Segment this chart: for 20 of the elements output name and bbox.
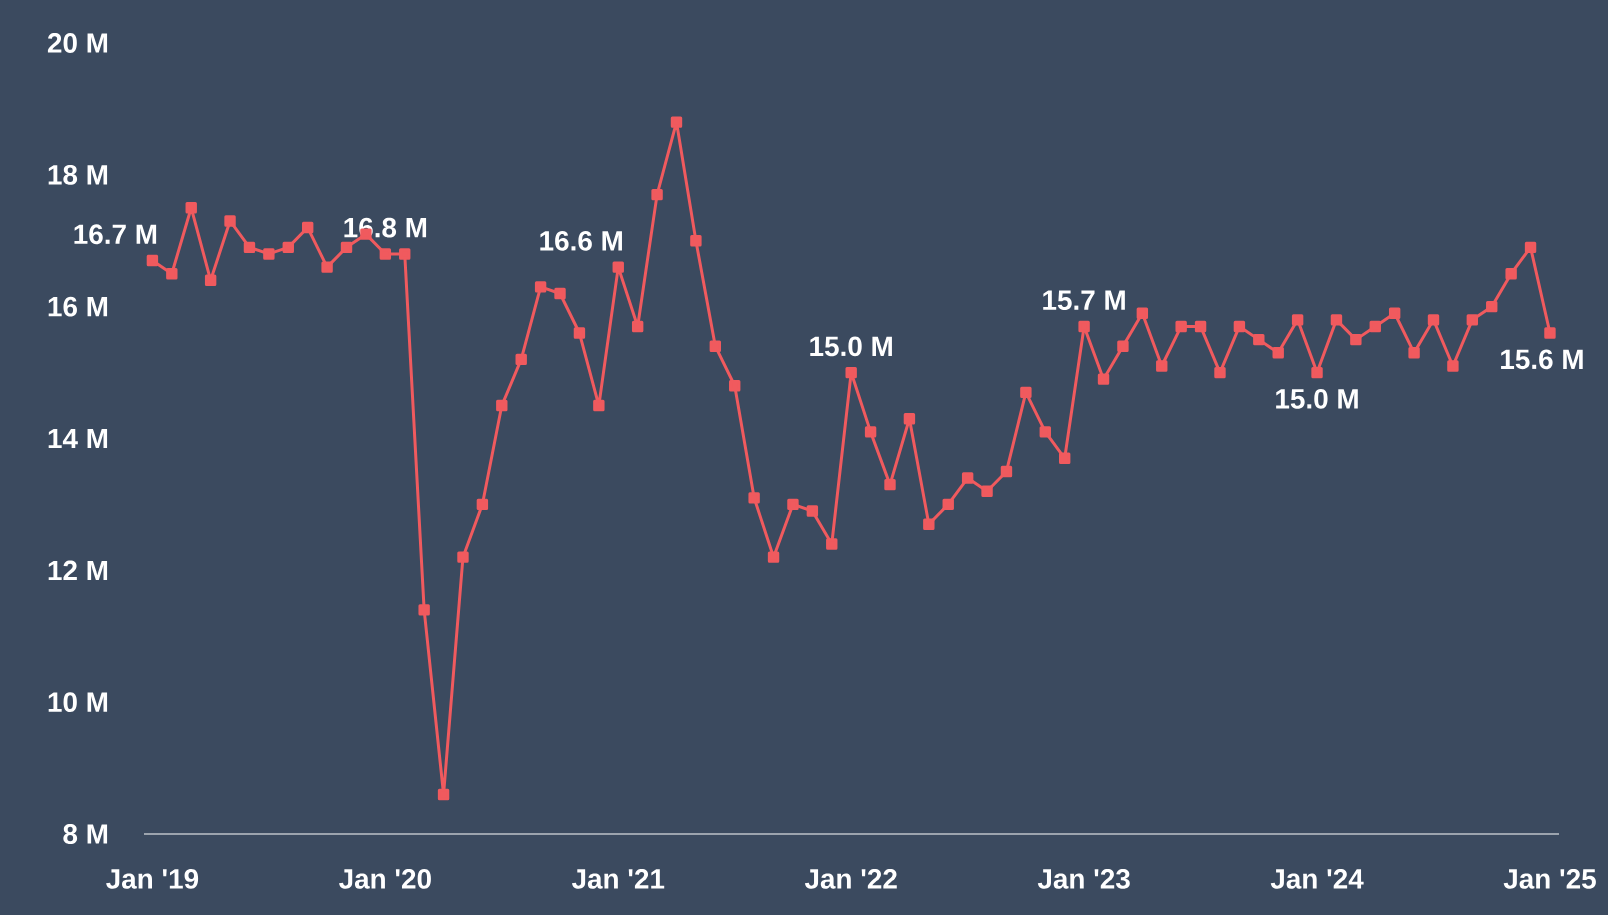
data-label: 16.6 M — [540, 230, 622, 251]
y-tick-label: 20 M — [47, 33, 108, 53]
x-tick-label: Jan '25 — [1503, 869, 1596, 889]
x-tick-label: Jan '21 — [571, 869, 665, 889]
x-tick-label: Jan '19 — [106, 869, 199, 889]
x-tick-label: Jan '22 — [804, 869, 897, 889]
data-label: 15.0 M — [810, 336, 892, 357]
data-label: 15.7 M — [1043, 290, 1125, 311]
y-tick-label: 18 M — [48, 164, 108, 185]
data-label: 15.0 M — [1276, 388, 1358, 409]
y-tick-label: 12 M — [48, 560, 108, 581]
y-tick-label: 16 M — [48, 296, 108, 317]
x-tick-label: Jan '23 — [1037, 869, 1130, 889]
y-tick-label: 8 M — [63, 824, 108, 844]
data-label: 15.6 M — [1501, 349, 1583, 370]
y-tick-label: 10 M — [48, 692, 108, 713]
data-label: 16.7 M — [74, 224, 157, 245]
x-tick-label: Jan '20 — [339, 869, 431, 889]
y-tick-label: 14 M — [48, 428, 108, 449]
x-tick-label: Jan '24 — [1270, 869, 1364, 889]
